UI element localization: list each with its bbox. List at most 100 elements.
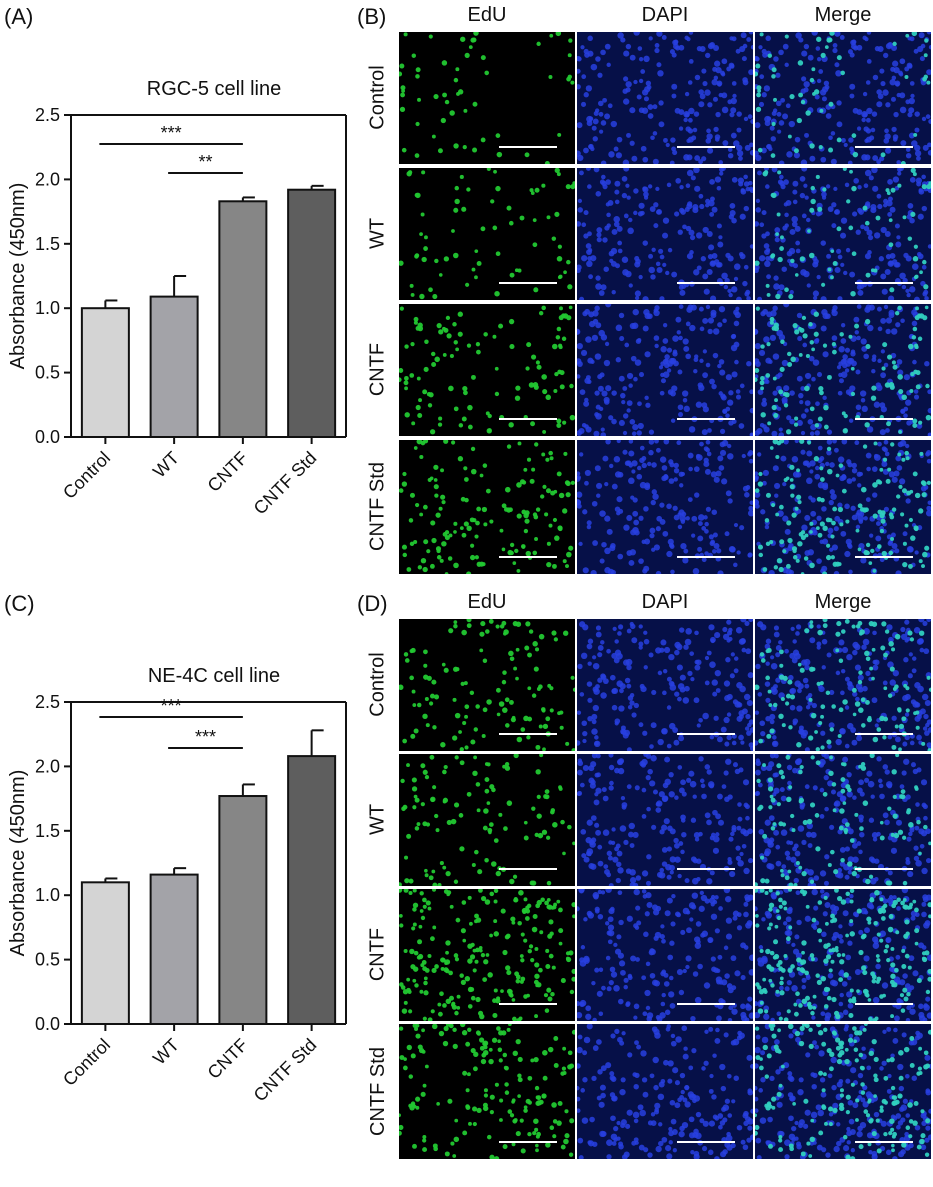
dapi-nucleus — [673, 361, 679, 367]
edu-nucleus — [775, 513, 779, 517]
dapi-nucleus — [840, 796, 846, 802]
edu-nucleus — [535, 769, 540, 774]
dapi-nucleus — [775, 73, 780, 78]
dapi-nucleus — [737, 150, 743, 156]
edu-nucleus — [523, 468, 527, 472]
edu-nucleus — [453, 624, 457, 628]
dapi-nucleus — [702, 429, 708, 435]
dapi-nucleus — [872, 357, 877, 362]
edu-nucleus — [809, 143, 814, 148]
edu-nucleus — [413, 889, 417, 893]
edu-nucleus — [425, 697, 429, 701]
dapi-nucleus — [859, 832, 864, 837]
edu-nucleus — [431, 680, 436, 685]
edu-nucleus — [807, 819, 813, 825]
edu-nucleus — [562, 508, 567, 513]
dapi-nucleus — [897, 171, 901, 175]
edu-nucleus — [431, 538, 436, 543]
dapi-nucleus — [698, 89, 704, 95]
dapi-nucleus — [582, 731, 587, 736]
micrograph-image — [577, 168, 753, 300]
edu-nucleus — [533, 218, 537, 222]
dapi-nucleus — [656, 62, 661, 67]
edu-nucleus — [399, 882, 402, 886]
edu-nucleus — [818, 386, 823, 391]
dapi-nucleus — [887, 179, 893, 185]
dapi-nucleus — [744, 265, 749, 270]
dapi-nucleus — [881, 349, 885, 353]
edu-nucleus — [532, 1131, 536, 1135]
dapi-nucleus — [577, 770, 583, 776]
edu-nucleus — [500, 989, 504, 993]
edu-nucleus — [534, 962, 539, 967]
dapi-nucleus — [798, 825, 805, 832]
edu-nucleus — [926, 81, 930, 85]
edu-nucleus — [831, 521, 836, 526]
edu-nucleus — [464, 715, 468, 719]
dapi-nucleus — [864, 910, 868, 914]
edu-nucleus — [489, 892, 494, 897]
dapi-nucleus — [864, 126, 869, 131]
dapi-nucleus — [668, 991, 674, 997]
dapi-nucleus — [880, 81, 885, 86]
dapi-nucleus — [719, 465, 725, 471]
row-label-cntf-std: CNTF Std — [367, 1024, 390, 1159]
edu-nucleus — [833, 261, 838, 266]
edu-nucleus — [459, 813, 464, 818]
dapi-nucleus — [581, 74, 586, 79]
dapi-nucleus — [808, 55, 814, 61]
dapi-nucleus — [812, 889, 818, 895]
dapi-nucleus — [816, 46, 821, 51]
edu-nucleus — [530, 479, 535, 484]
edu-nucleus — [864, 422, 869, 427]
dapi-nucleus — [599, 407, 603, 411]
dapi-nucleus — [877, 204, 882, 209]
dapi-nucleus — [587, 380, 591, 384]
dapi-nucleus — [587, 644, 593, 650]
dapi-nucleus — [833, 187, 837, 191]
edu-nucleus — [536, 1100, 541, 1105]
dapi-nucleus — [684, 1085, 689, 1090]
edu-nucleus — [421, 170, 425, 174]
dapi-nucleus — [800, 269, 807, 276]
dapi-nucleus — [712, 253, 718, 259]
dapi-nucleus — [635, 290, 641, 296]
dapi-nucleus — [893, 67, 899, 73]
dapi-nucleus — [585, 336, 592, 343]
dapi-nucleus — [926, 858, 931, 863]
dapi-nucleus — [603, 829, 610, 836]
dapi-nucleus — [628, 450, 634, 456]
dapi-nucleus — [644, 351, 650, 357]
edu-nucleus — [534, 1014, 538, 1018]
edu-nucleus — [888, 551, 893, 556]
dapi-nucleus — [673, 44, 679, 50]
dapi-nucleus — [846, 459, 851, 464]
edu-nucleus — [406, 763, 410, 767]
dapi-nucleus — [795, 851, 801, 857]
dapi-nucleus — [633, 377, 638, 382]
dapi-nucleus — [855, 512, 859, 516]
edu-nucleus — [518, 1057, 523, 1062]
edu-nucleus — [922, 260, 926, 264]
dapi-nucleus — [808, 419, 814, 425]
dapi-nucleus — [707, 231, 713, 237]
dapi-nucleus — [908, 203, 914, 209]
edu-nucleus — [495, 392, 499, 396]
edu-nucleus — [775, 891, 779, 895]
edu-nucleus — [793, 323, 798, 328]
dapi-nucleus — [667, 348, 672, 353]
dapi-nucleus — [622, 256, 628, 262]
dapi-nucleus — [598, 386, 604, 392]
edu-nucleus — [425, 775, 429, 779]
dapi-nucleus — [732, 94, 736, 98]
dapi-nucleus — [628, 974, 632, 978]
edu-nucleus — [850, 291, 855, 296]
edu-nucleus — [890, 1014, 894, 1018]
dapi-nucleus — [804, 44, 809, 49]
dapi-nucleus — [899, 92, 905, 98]
dapi-nucleus — [616, 680, 623, 687]
dapi-nucleus — [865, 671, 870, 676]
edu-nucleus — [527, 1076, 532, 1081]
edu-nucleus — [565, 742, 569, 746]
panel-label-d: (D) — [357, 591, 388, 617]
